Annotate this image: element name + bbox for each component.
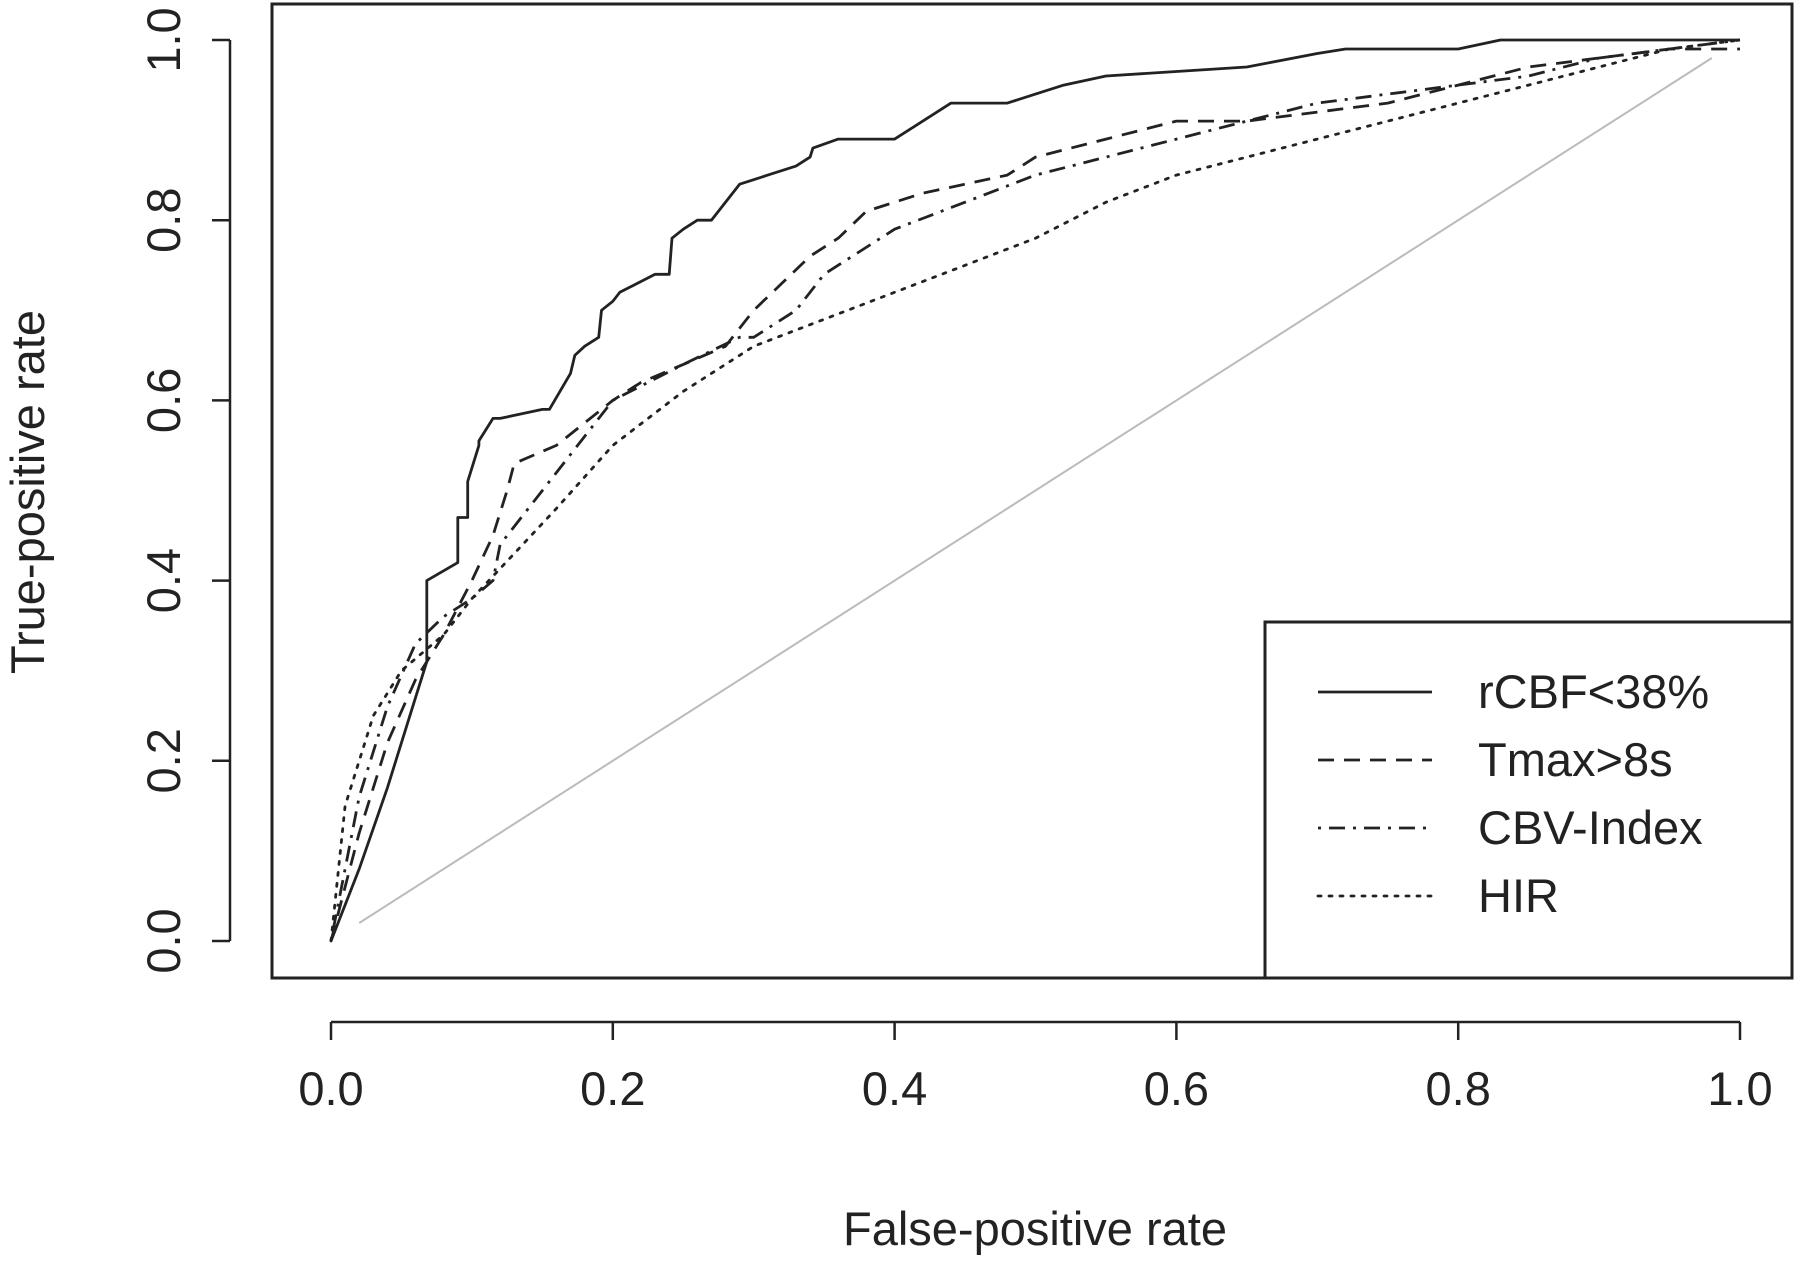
y-tick-label: 0.2 [137, 728, 190, 793]
x-tick-label: 0.8 [1426, 1062, 1491, 1115]
series-layer [329, 38, 1742, 943]
y-axis-title: True-positive rate [1, 310, 54, 674]
y-tick-label: 0.8 [137, 188, 190, 253]
reference-diagonal-line [358, 57, 1713, 924]
legend-box [1263, 620, 1794, 980]
legend-label: CBV-Index [1478, 801, 1703, 854]
x-axis-ticks: 0.0 0.2 0.4 0.6 0.8 1.0 [298, 1022, 1773, 1115]
y-axis-ticks: 0.0 0.2 0.4 0.6 0.8 1.0 [137, 7, 230, 974]
legend-label: Tmax>8s [1478, 733, 1673, 786]
reference-layer [358, 57, 1713, 924]
series-line-tmax-8s [329, 47, 1740, 942]
y-tick-label: 0.4 [137, 548, 190, 613]
legend-label: rCBF<38% [1478, 665, 1709, 718]
series-line-hir [329, 38, 1742, 943]
legend-label: HIR [1478, 869, 1559, 922]
x-tick-label: 0.0 [298, 1062, 363, 1115]
plot-frame [270, 2, 1794, 980]
y-tick-label: 0.0 [137, 908, 190, 973]
y-tick-label: 0.6 [137, 368, 190, 433]
x-tick-label: 0.4 [862, 1062, 927, 1115]
x-tick-label: 0.6 [1144, 1062, 1209, 1115]
y-tick-label: 1.0 [137, 7, 190, 72]
x-axis-title: False-positive rate [843, 1202, 1227, 1255]
series-line-cbv-index [329, 38, 1741, 942]
x-tick-label: 1.0 [1707, 1062, 1772, 1115]
legend-items: rCBF<38% Tmax>8s CBV-Index HIR [1316, 665, 1709, 922]
series-line-rcbf-38 [329, 38, 1740, 942]
legend: rCBF<38% Tmax>8s CBV-Index HIR [1263, 620, 1794, 980]
x-tick-label: 0.2 [580, 1062, 645, 1115]
